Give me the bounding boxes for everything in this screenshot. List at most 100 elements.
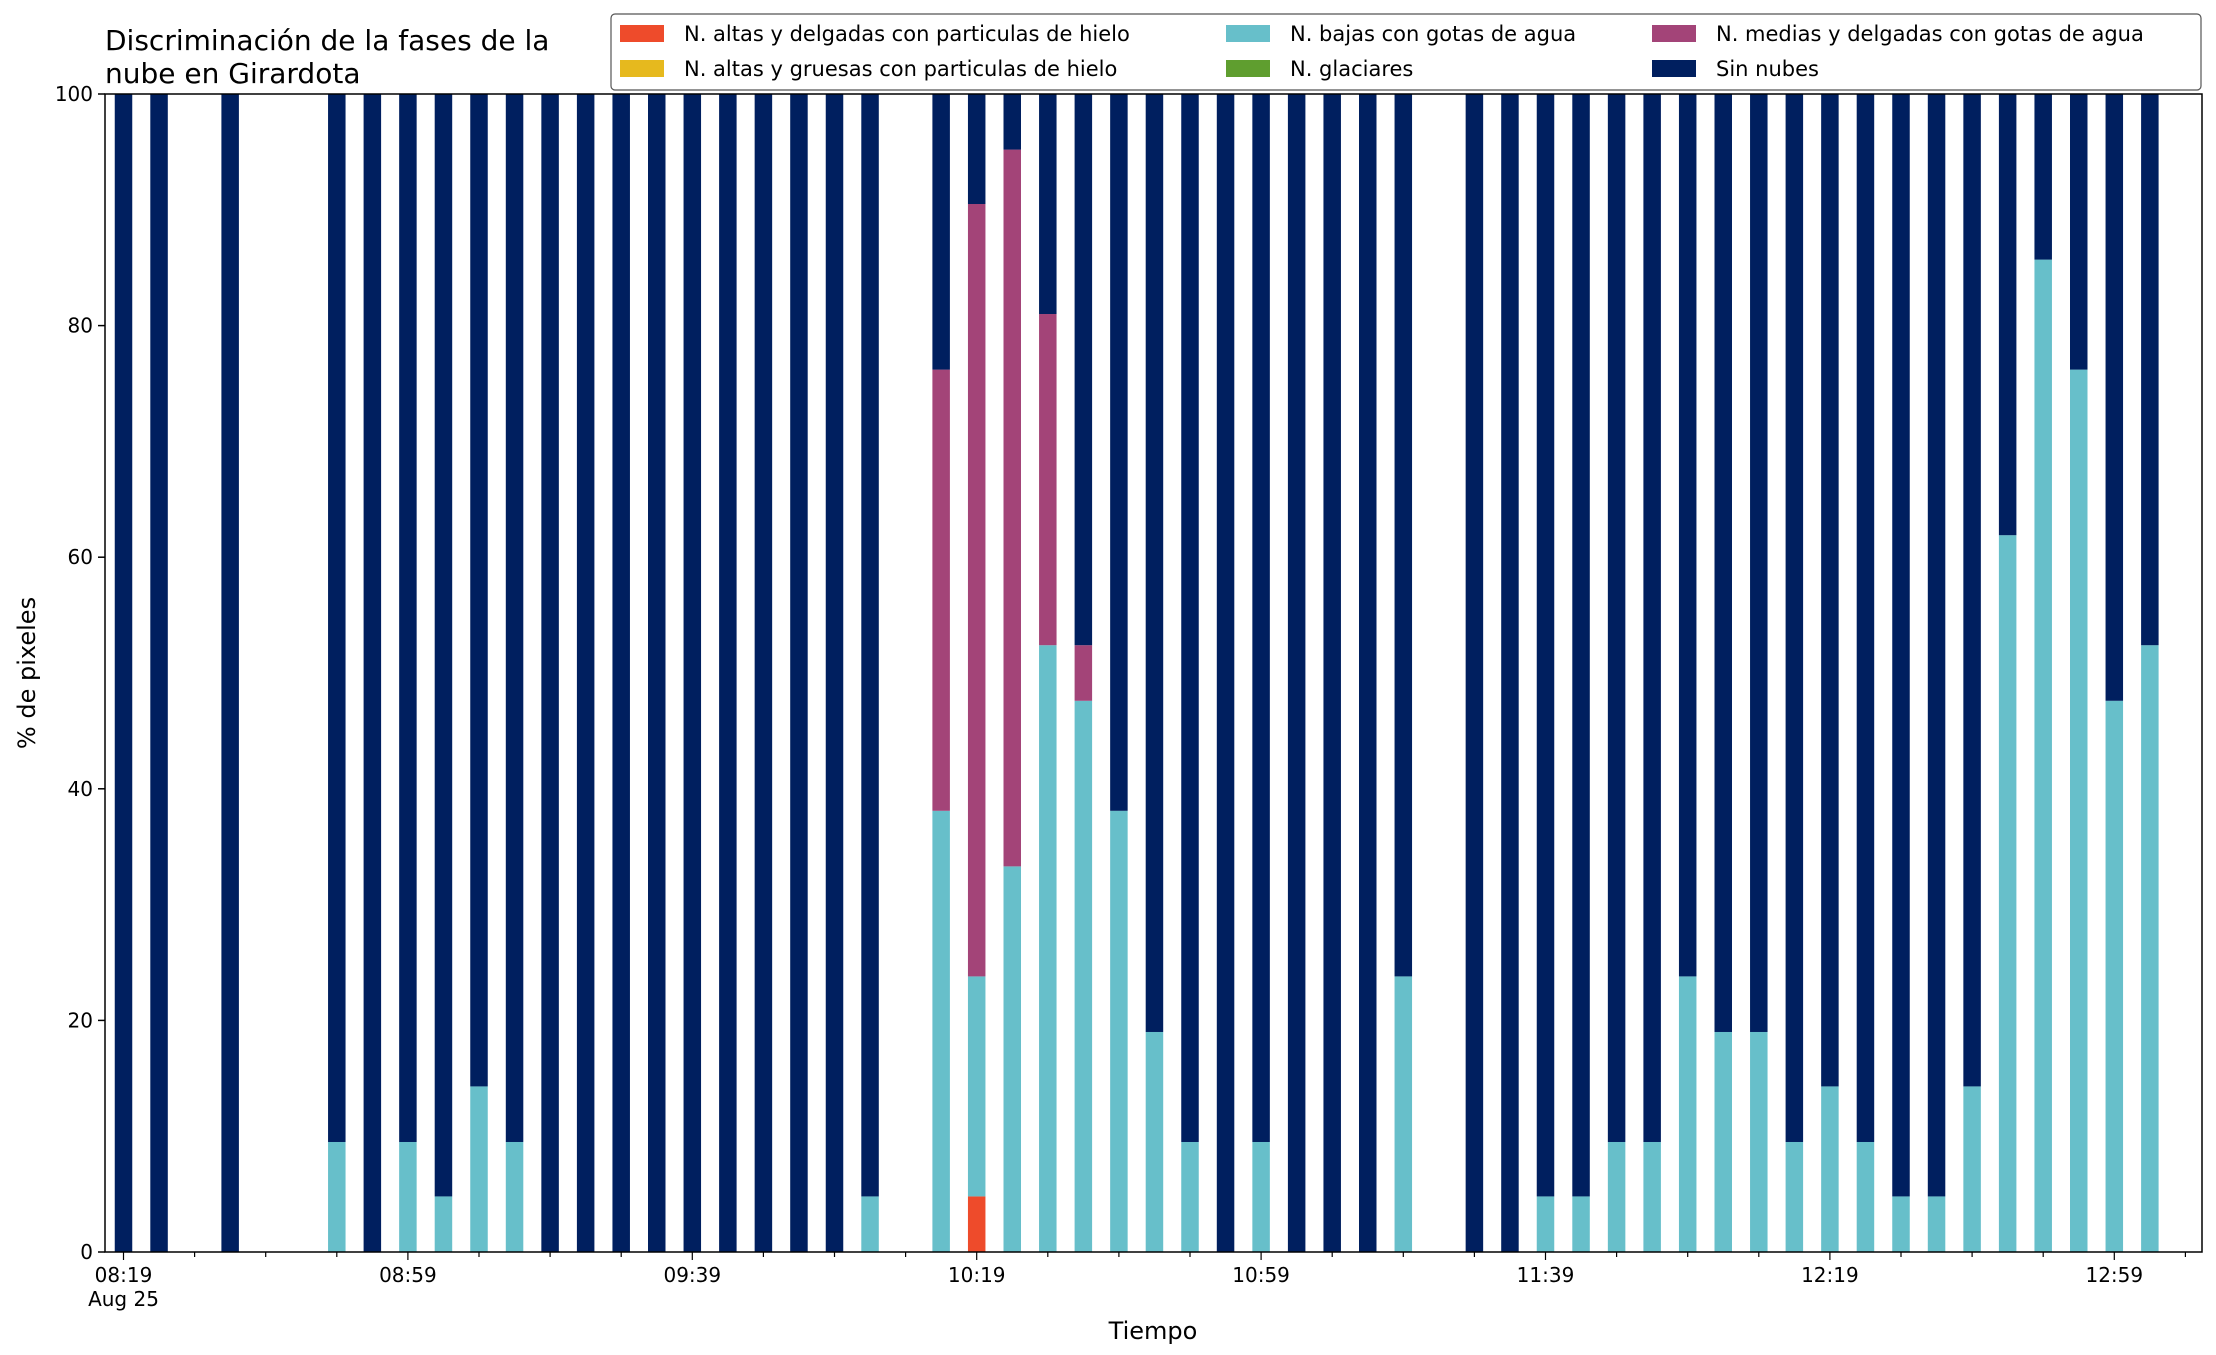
bar-segment-1709-series-5 <box>1998 94 2017 536</box>
bar-segment-0959-series-5 <box>470 94 488 1087</box>
bar-segment-1049-series-5 <box>648 94 666 1252</box>
bar-segment-0939-series-2 <box>399 1141 417 1252</box>
bar-segment-0949-series-5 <box>434 94 453 1197</box>
bar-segment-1059-series-5 <box>683 94 702 1252</box>
bar-segment-1209-series-4 <box>932 369 950 811</box>
bar-segment-1439-series-5 <box>1465 94 1484 1252</box>
bar-segment-1129-series-5 <box>790 94 808 1252</box>
bar-segment-1719-series-2 <box>2034 259 2052 1253</box>
bar-segment-1019-series-5 <box>541 94 559 1252</box>
legend: N. altas y delgadas con particulas de hi… <box>610 13 2202 91</box>
bar-segment-1309-series-2 <box>1145 1031 1164 1252</box>
bar-segment-1419-series-2 <box>1394 976 1413 1252</box>
x-date-sublabel: Aug 25 <box>88 1287 159 1311</box>
bar-segment-0959-series-2 <box>470 1086 488 1252</box>
bar-segment-1339-series-5 <box>1252 94 1270 1142</box>
legend-label-0: N. altas y delgadas con particulas de hi… <box>684 22 1130 46</box>
x-tick-label: 10:19 <box>948 1263 1006 1287</box>
bar-segment-1029-series-5 <box>576 94 595 1252</box>
x-tick-label: 11:39 <box>1517 1263 1575 1287</box>
bar-segment-1149-series-2 <box>861 1196 879 1252</box>
bar-segment-1319-series-2 <box>1181 1141 1199 1252</box>
bar-segment-1629-series-2 <box>1856 1141 1875 1252</box>
bar-segment-1239-series-2 <box>1039 645 1057 1252</box>
bar-segment-1409-series-5 <box>1359 94 1377 1252</box>
bar-segment-1419-series-5 <box>1394 94 1413 977</box>
bar-segment-1559-series-5 <box>1750 94 1768 1032</box>
bar-segment-1319-series-5 <box>1181 94 1199 1142</box>
bar-segment-0939-series-5 <box>399 94 417 1142</box>
bar-segment-1219-series-0 <box>967 1196 986 1252</box>
bar-segment-1639-series-5 <box>1892 94 1910 1197</box>
bar-segment-1209-series-5 <box>932 94 950 370</box>
bar-segment-0949-series-2 <box>434 1196 453 1252</box>
y-tick-label: 80 <box>68 314 93 338</box>
bar-segment-1149-series-5 <box>861 94 879 1197</box>
x-tick-label: 10:59 <box>1232 1263 1290 1287</box>
bar-segment-1509-series-5 <box>1572 94 1590 1197</box>
legend-label-4: N. medias y delgadas con gotas de agua <box>1716 22 2144 46</box>
bar-segment-1219-series-5 <box>967 94 986 205</box>
y-axis: 0 20 40 60 80 100 <box>55 82 105 1264</box>
bar-segment-1229-series-2 <box>1003 866 1021 1252</box>
bar-segment-1239-series-4 <box>1039 314 1057 646</box>
bar-segment-1519-series-5 <box>1607 94 1626 1142</box>
legend-swatch-4 <box>1652 25 1696 42</box>
bar-segment-1609-series-5 <box>1785 94 1804 1142</box>
bar-segment-0829-series-5 <box>150 94 168 1252</box>
bar-segment-1219-series-2 <box>967 976 986 1197</box>
y-tick-label: 60 <box>68 545 93 569</box>
bar-segment-1249-series-4 <box>1074 645 1093 701</box>
bar-segment-1259-series-5 <box>1110 94 1128 811</box>
y-tick-label: 20 <box>68 1008 93 1032</box>
bar-segment-0919-series-5 <box>328 94 346 1142</box>
bar-segment-1109-series-5 <box>719 94 737 1252</box>
bar-segment-1729-series-2 <box>2070 369 2088 1253</box>
bar-segment-1609-series-2 <box>1785 1141 1804 1252</box>
bar-segment-1249-series-2 <box>1074 700 1093 1252</box>
bar-segment-1219-series-4 <box>967 204 986 977</box>
bar-segment-1619-series-2 <box>1821 1086 1839 1252</box>
y-tick-label: 0 <box>80 1240 93 1264</box>
bar-segment-1249-series-5 <box>1074 94 1093 646</box>
bar-segment-1559-series-2 <box>1750 1031 1768 1252</box>
bar-segment-1209-series-2 <box>932 810 950 1252</box>
plot-frame <box>104 93 2203 1253</box>
legend-frame <box>610 13 2202 91</box>
legend-label-2: N. bajas con gotas de agua <box>1290 22 1576 46</box>
bar-segment-0819-series-5 <box>114 94 133 1252</box>
bar-segment-1739-series-2 <box>2105 700 2124 1252</box>
bar-segment-0929-series-5 <box>363 94 382 1252</box>
bar-segment-1039-series-5 <box>612 94 630 1252</box>
bar-segment-1529-series-2 <box>1643 1141 1661 1252</box>
bar-segment-0919-series-2 <box>328 1141 346 1252</box>
legend-swatch-0 <box>620 25 664 42</box>
bar-segment-1709-series-2 <box>1998 535 2017 1252</box>
legend-swatch-3 <box>1226 60 1270 77</box>
legend-swatch-2 <box>1226 25 1270 42</box>
bar-segment-1449-series-5 <box>1501 94 1519 1252</box>
bar-segment-1259-series-2 <box>1110 810 1128 1252</box>
bar-segment-1619-series-5 <box>1821 94 1839 1087</box>
bar-segment-1539-series-2 <box>1678 976 1697 1252</box>
legend-label-1: N. altas y gruesas con particulas de hie… <box>684 57 1117 81</box>
chart-title-line-2: nube en Girardota <box>105 57 360 90</box>
bar-segment-1749-series-2 <box>2141 645 2159 1252</box>
legend-label-3: N. glaciares <box>1290 57 1413 81</box>
x-tick-label: 12:59 <box>2085 1263 2143 1287</box>
bar-segment-1139-series-5 <box>825 94 844 1252</box>
legend-swatch-5 <box>1652 60 1696 77</box>
bar-segment-1339-series-2 <box>1252 1141 1270 1252</box>
bar-segment-1719-series-5 <box>2034 94 2052 260</box>
bar-segment-1739-series-5 <box>2105 94 2124 701</box>
x-tick-label: 08:59 <box>379 1263 437 1287</box>
bar-segment-1239-series-5 <box>1039 94 1057 315</box>
bar-segment-1539-series-5 <box>1678 94 1697 977</box>
chart-title-line-1: Discriminación de la fases de la <box>105 24 549 57</box>
bars-group <box>114 94 2159 1253</box>
bar-segment-1329-series-5 <box>1216 94 1235 1252</box>
bar-segment-1549-series-5 <box>1714 94 1732 1032</box>
bar-segment-1349-series-5 <box>1287 94 1306 1252</box>
bar-segment-1509-series-2 <box>1572 1196 1590 1252</box>
y-tick-label: 40 <box>68 777 93 801</box>
